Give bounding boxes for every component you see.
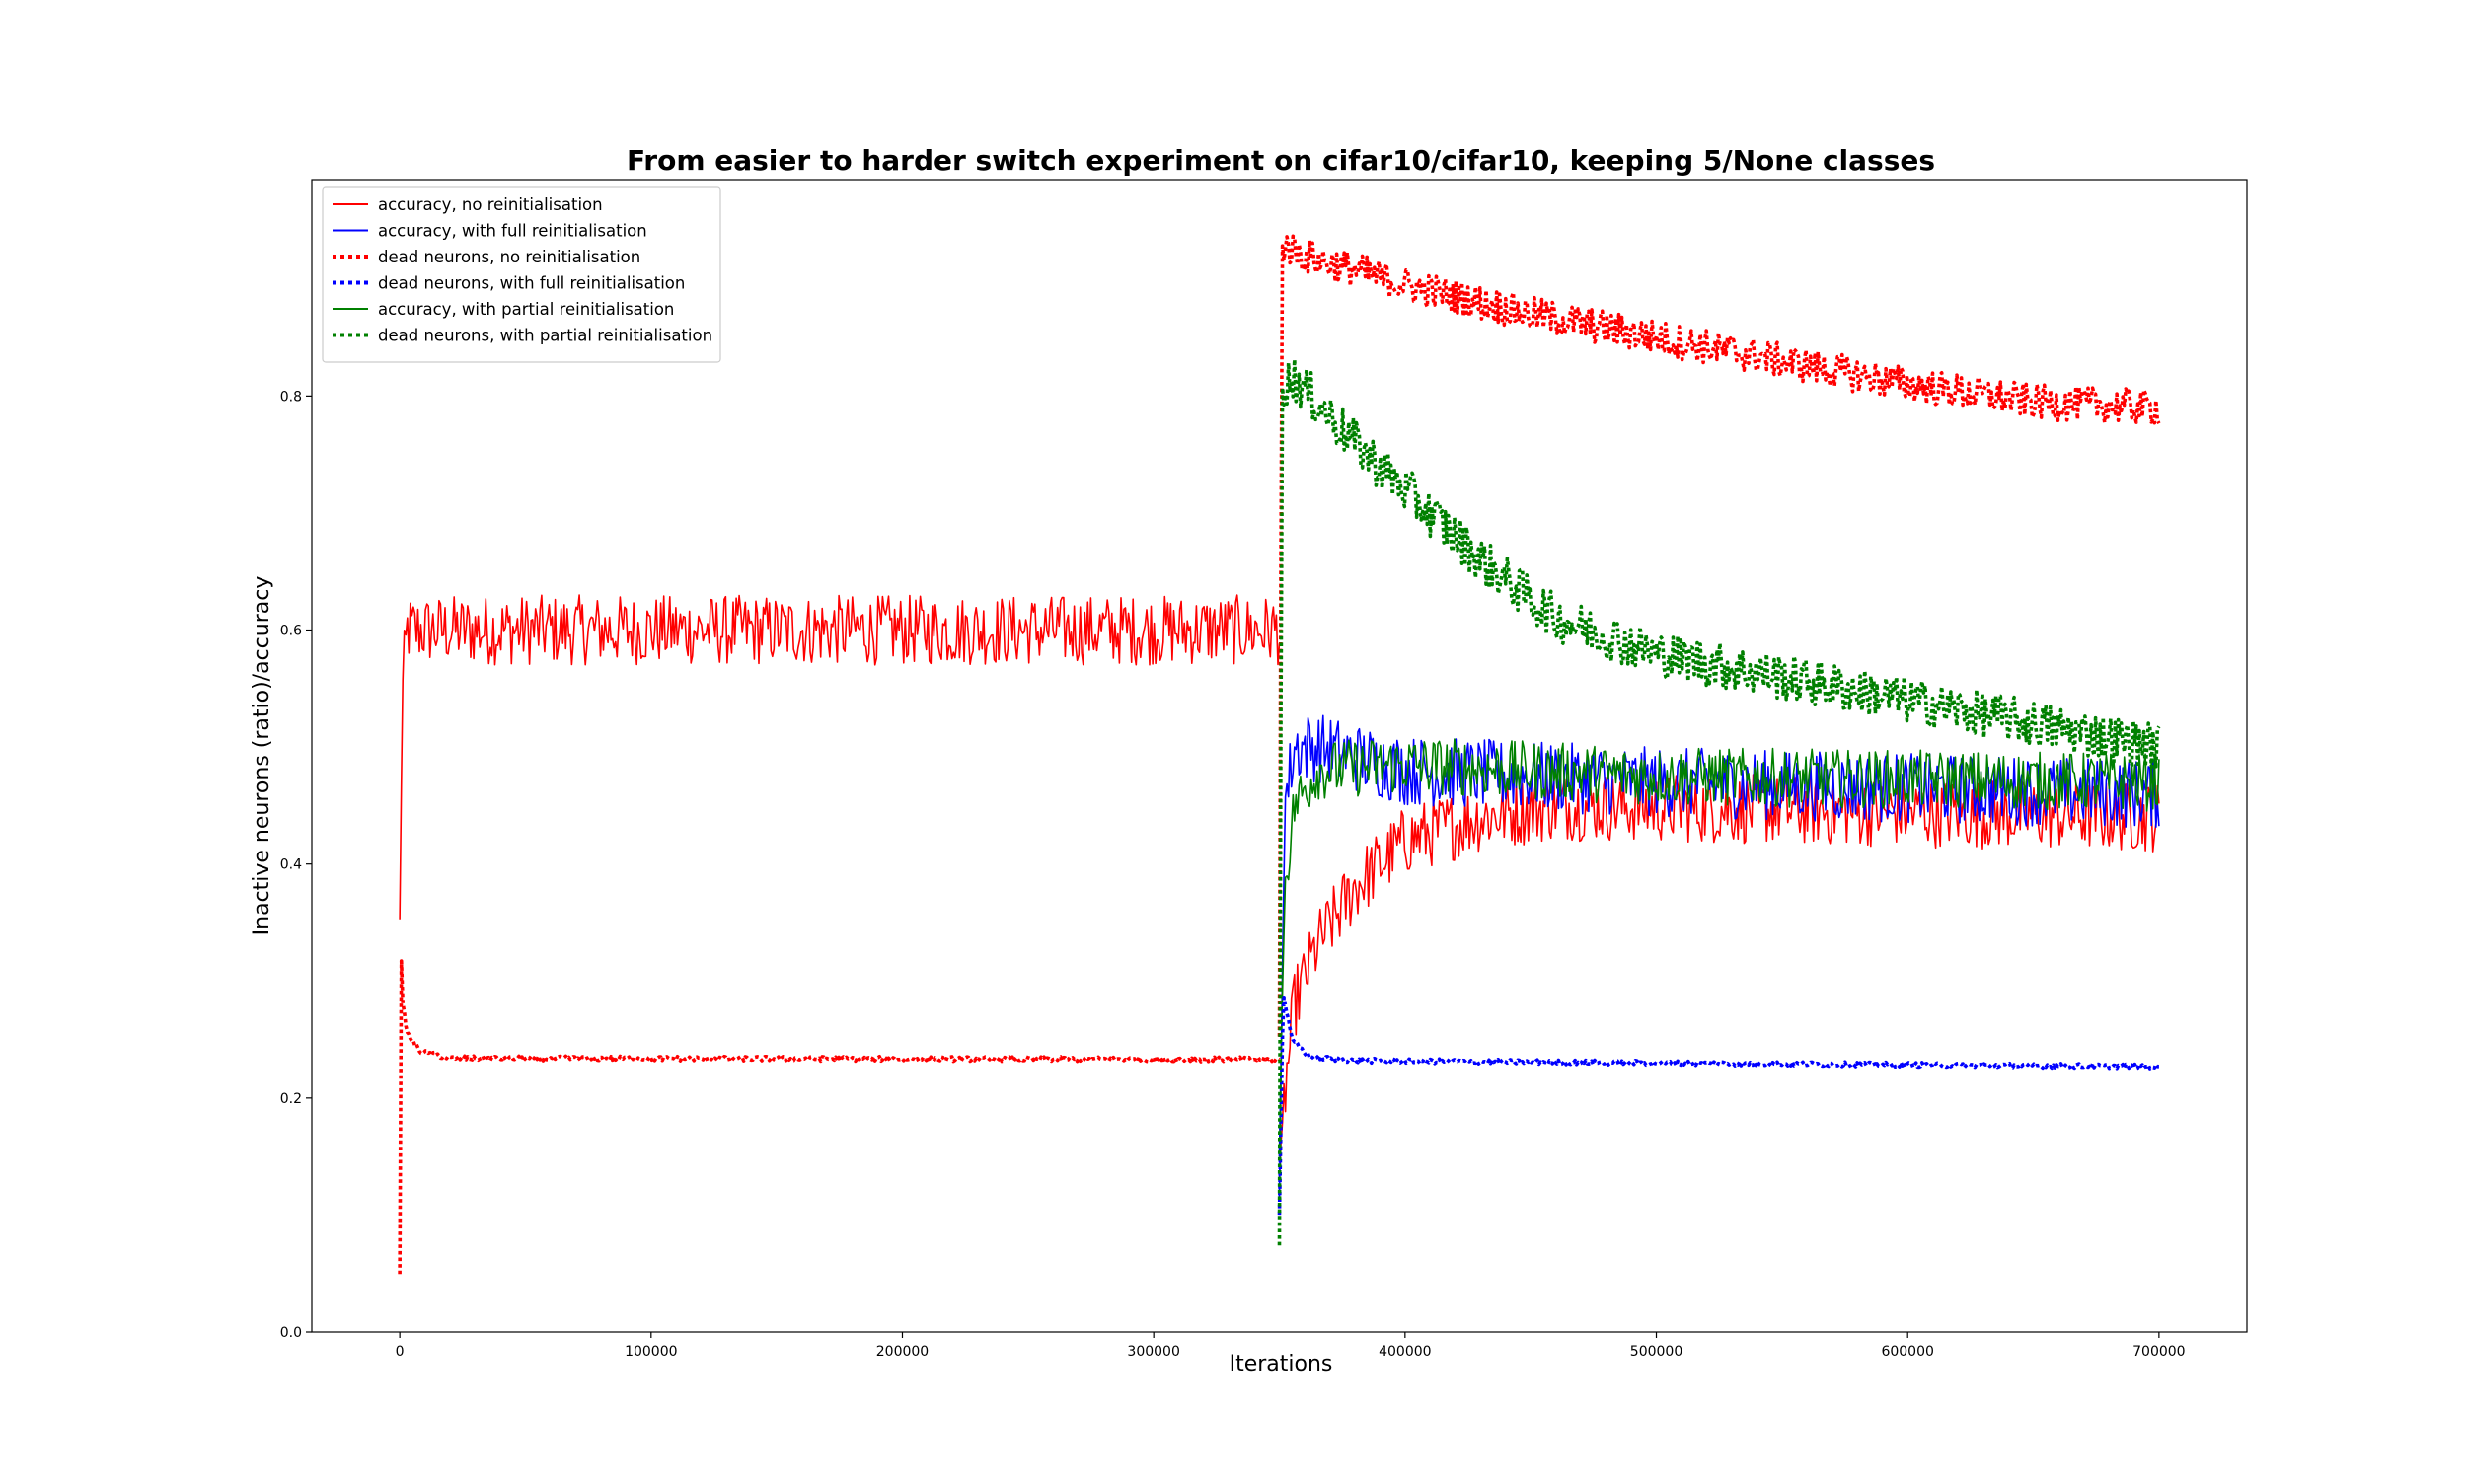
x-axis-label: Iterations <box>1230 1352 1333 1376</box>
x-tick-label: 600000 <box>1881 1344 1933 1360</box>
x-tick-label: 0 <box>396 1344 405 1360</box>
series-6-line <box>1277 357 2161 1246</box>
y-tick-label: 0.2 <box>280 1091 302 1107</box>
legend-entry: dead neurons, with full reinitialisation <box>333 274 685 293</box>
plot-area <box>398 234 2161 1275</box>
x-tick-label: 700000 <box>2132 1344 2185 1360</box>
legend-label: accuracy, with partial reinitialisation <box>378 300 674 319</box>
series-1-segment-1 <box>399 594 1281 920</box>
x-tick-label: 300000 <box>1127 1344 1179 1360</box>
legend-label: accuracy, with full reinitialisation <box>378 222 647 241</box>
y-axis-label: Inactive neurons (ratio)/accuracy <box>250 576 274 936</box>
axes: 0 100000 200000 300000 400000 500000 600000 700… <box>280 179 2248 1360</box>
x-tick-label: 400000 <box>1379 1344 1431 1360</box>
plot-frame <box>311 179 2248 1333</box>
series-4-segment-1 <box>1277 996 2160 1216</box>
x-tick-label: 200000 <box>876 1344 929 1360</box>
series-1-segment-2 <box>1278 773 2160 1180</box>
legend-entry: dead neurons, no reinitialisation <box>333 248 640 266</box>
chart-title: From easier to harder switch experiment … <box>627 144 1935 177</box>
y-tick-label: 0.8 <box>280 389 302 405</box>
series-3-line <box>398 234 2161 1275</box>
legend: accuracy, no reinitialisation accuracy, w… <box>322 186 721 363</box>
series-1-line <box>399 594 2160 1180</box>
series-3-segment-2 <box>1277 234 2161 1037</box>
x-tick-label: 500000 <box>1630 1344 1682 1360</box>
legend-entry: accuracy, with partial reinitialisation <box>333 300 674 319</box>
series-4-line <box>1277 996 2160 1216</box>
legend-entry: dead neurons, with partial reinitialisat… <box>333 327 712 345</box>
series-5-segment-1 <box>1278 738 2160 1157</box>
legend-label: accuracy, no reinitialisation <box>378 195 603 214</box>
series-6-segment-1 <box>1277 357 2161 1246</box>
legend-label: dead neurons, with full reinitialisation <box>378 274 685 293</box>
series-3-segment-1 <box>398 959 1281 1275</box>
y-tick-label: 0.6 <box>280 624 302 639</box>
x-tick-label: 100000 <box>625 1344 677 1360</box>
y-tick-label: 0.4 <box>280 857 302 873</box>
series-5-line <box>1278 738 2160 1157</box>
legend-entry: accuracy, with full reinitialisation <box>333 222 647 241</box>
legend-box <box>322 186 721 363</box>
y-tick-label: 0.0 <box>280 1325 302 1341</box>
legend-entry: accuracy, no reinitialisation <box>333 195 603 214</box>
legend-label: dead neurons, no reinitialisation <box>378 248 640 266</box>
legend-label: dead neurons, with partial reinitialisat… <box>378 327 712 345</box>
